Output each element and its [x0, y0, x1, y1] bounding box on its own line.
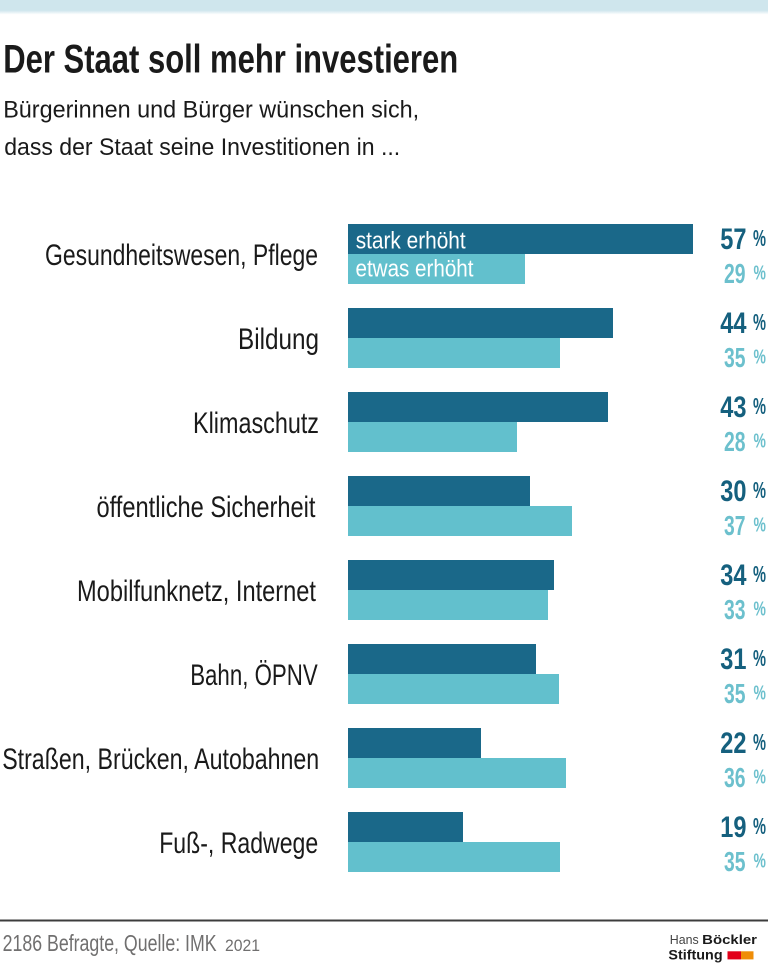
svg-text:öffentliche Sicherheit: öffentliche Sicherheit: [97, 491, 316, 524]
svg-text:%: %: [753, 645, 766, 671]
svg-text:29: 29: [724, 258, 746, 289]
svg-text:34: 34: [720, 559, 747, 592]
svg-text:%: %: [753, 393, 766, 419]
svg-text:%: %: [754, 767, 767, 789]
svg-text:%: %: [754, 431, 767, 453]
svg-text:28: 28: [724, 426, 746, 457]
svg-text:%: %: [753, 813, 766, 839]
svg-text:37: 37: [724, 510, 746, 541]
svg-text:dass der Staat seine Investiti: dass der Staat seine Investitionen in ..…: [4, 134, 400, 161]
svg-text:43: 43: [720, 391, 746, 424]
svg-text:Der Staat soll mehr investiere: Der Staat soll mehr investieren: [3, 38, 458, 82]
svg-text:35: 35: [724, 678, 746, 709]
svg-text:57: 57: [720, 223, 746, 256]
svg-text:Bürgerinnen und Bürger wünsche: Bürgerinnen und Bürger wünschen sich,: [3, 96, 419, 123]
svg-text:%: %: [754, 515, 767, 537]
svg-text:2186 Befragte, Quelle: IMK: 2186 Befragte, Quelle: IMK: [3, 930, 218, 956]
svg-text:44: 44: [720, 307, 747, 340]
svg-text:Gesundheitswesen, Pflege: Gesundheitswesen, Pflege: [45, 239, 318, 272]
svg-text:Stiftung: Stiftung: [668, 947, 722, 962]
svg-text:Fuß-, Radwege: Fuß-, Radwege: [159, 827, 318, 860]
svg-text:30: 30: [720, 475, 746, 508]
svg-text:etwas erhöht: etwas erhöht: [356, 256, 474, 283]
svg-text:Klimaschutz: Klimaschutz: [193, 407, 319, 440]
svg-text:Hans: Hans: [670, 932, 699, 947]
svg-text:%: %: [754, 851, 767, 873]
svg-text:%: %: [754, 347, 767, 369]
svg-text:%: %: [754, 263, 767, 285]
svg-text:2021: 2021: [225, 936, 260, 955]
svg-text:36: 36: [724, 762, 746, 793]
svg-text:Straßen, Brücken, Autobahnen: Straßen, Brücken, Autobahnen: [2, 743, 319, 776]
svg-text:33: 33: [724, 594, 746, 625]
svg-text:Bahn, ÖPNV: Bahn, ÖPNV: [190, 659, 318, 692]
svg-text:35: 35: [724, 342, 746, 373]
svg-text:%: %: [753, 561, 766, 587]
svg-text:%: %: [753, 309, 766, 335]
svg-text:Mobilfunknetz, Internet: Mobilfunknetz, Internet: [77, 575, 316, 608]
svg-text:%: %: [753, 477, 766, 503]
svg-text:%: %: [753, 729, 766, 755]
svg-text:%: %: [754, 599, 767, 621]
svg-text:stark erhöht: stark erhöht: [356, 227, 466, 254]
svg-text:31: 31: [720, 643, 746, 676]
svg-text:35: 35: [724, 846, 746, 877]
svg-text:%: %: [754, 683, 767, 705]
svg-text:Böckler: Böckler: [702, 932, 757, 947]
svg-text:%: %: [753, 225, 766, 251]
svg-text:22: 22: [720, 727, 746, 760]
svg-text:19: 19: [720, 811, 746, 844]
svg-text:Bildung: Bildung: [238, 323, 319, 356]
